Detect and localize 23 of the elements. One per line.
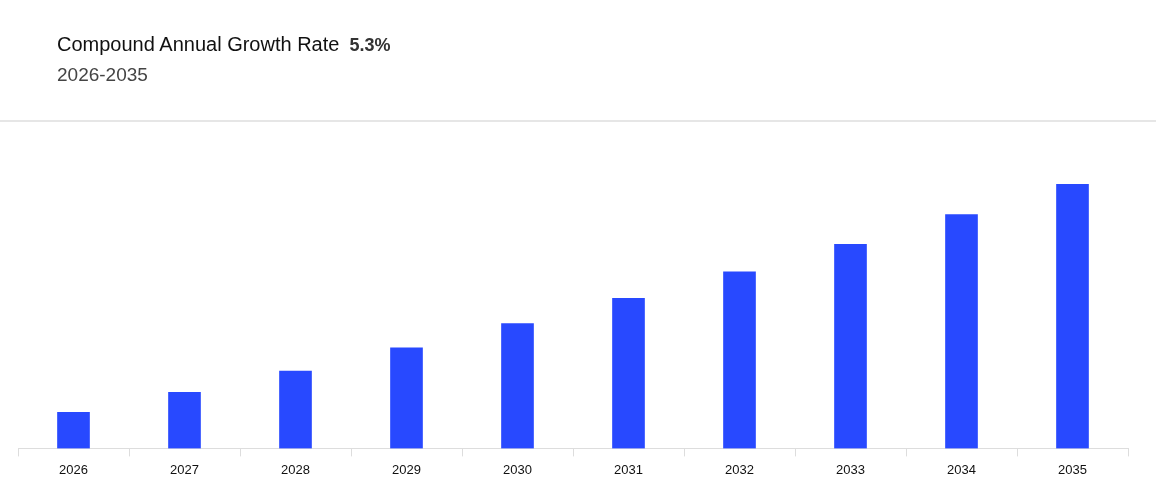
bar — [390, 347, 423, 449]
x-tick-label: 2032 — [725, 461, 754, 477]
x-tick-label: 2033 — [836, 461, 865, 477]
bar — [834, 243, 867, 449]
x-tick-label: 2027 — [170, 461, 199, 477]
bar — [501, 323, 534, 449]
bar — [1056, 184, 1089, 449]
bar — [57, 412, 90, 449]
x-tick-label: 2034 — [947, 461, 976, 477]
x-tick-label: 2029 — [392, 461, 421, 477]
bar — [612, 297, 645, 449]
chart-subtitle: 2026-2035 — [57, 64, 148, 86]
bar — [168, 392, 201, 449]
x-tick-label: 2031 — [614, 461, 643, 477]
x-tick-label: 2030 — [503, 461, 532, 477]
bar — [279, 370, 312, 449]
chart-title: Compound Annual Growth Rate — [57, 33, 340, 55]
bar — [723, 271, 756, 449]
x-tick-label: 2035 — [1058, 461, 1087, 477]
x-tick-label: 2028 — [281, 461, 310, 477]
x-tick-label: 2026 — [59, 461, 88, 477]
text: 5.3% — [349, 35, 391, 55]
bar — [945, 214, 978, 449]
